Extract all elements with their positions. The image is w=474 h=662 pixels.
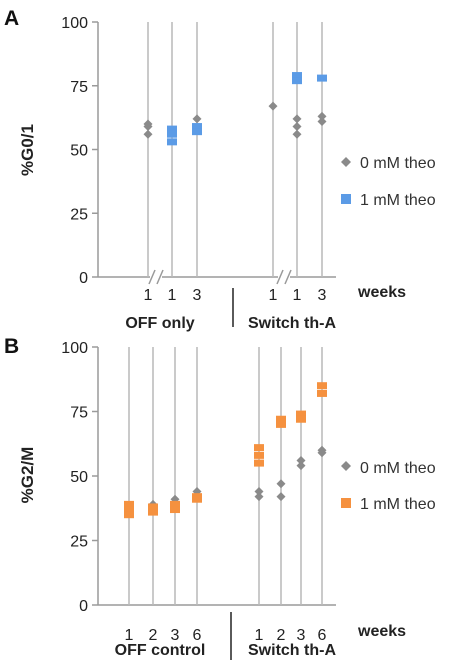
panel-a-axis-break xyxy=(156,269,164,285)
panel-b-point-1mm xyxy=(296,410,306,418)
panel-b-x-tick-label: 2 xyxy=(277,627,286,644)
panel-a-y-axis-label: %G0/1 xyxy=(18,124,37,176)
panel-b-weeks-label: weeks xyxy=(357,623,406,640)
panel-a-point-1mm xyxy=(317,74,327,82)
panel-a-group-label-off-only: OFF only xyxy=(125,315,194,332)
panel-b-point-0mm xyxy=(296,461,306,471)
panel-a-x-tick-label: 3 xyxy=(318,287,327,304)
panel-a-y-tick-label: 100 xyxy=(61,15,88,32)
panel-a-x-tick-label: 1 xyxy=(269,287,278,304)
panel-b-label: B xyxy=(4,335,19,358)
panel-a-point-1mm xyxy=(167,138,177,146)
panel-b-point-1mm xyxy=(148,503,158,511)
panel-b-x-tick-label: 6 xyxy=(318,627,327,644)
panel-b-x-tick-label: 1 xyxy=(255,627,264,644)
panel-a-y-tick-label: 25 xyxy=(70,206,88,223)
panel-a-point-1mm xyxy=(292,72,302,80)
panel-a-point-1mm xyxy=(192,123,202,131)
panel-b-x-tick-label: 3 xyxy=(171,627,180,644)
panel-b-point-0mm xyxy=(254,492,264,502)
panel-b-x-tick-label: 2 xyxy=(149,627,158,644)
panel-b-point-1mm xyxy=(276,415,286,423)
panel-a-point-0mm xyxy=(292,114,302,124)
panel-b-point-1mm xyxy=(254,459,264,467)
panel-a-axis-break xyxy=(148,269,156,285)
panel-b-legend-label-1mm: 1 mM theo xyxy=(360,496,436,513)
panel-a-label: A xyxy=(4,7,19,30)
panel-b-point-1mm xyxy=(170,506,180,514)
panel-a-x-tick-label: 3 xyxy=(193,287,202,304)
panel-b-point-0mm xyxy=(296,456,306,466)
panel-a-x-tick-label: 1 xyxy=(293,287,302,304)
panel-a-point-0mm xyxy=(192,114,202,124)
panel-a-legend-label-0mm: 0 mM theo xyxy=(360,155,436,172)
panel-a-point-0mm xyxy=(292,122,302,132)
panel-b-point-1mm xyxy=(317,389,327,397)
panel-a-point-1mm xyxy=(167,125,177,133)
panel-a-point-0mm xyxy=(268,101,278,111)
panel-a-legend: 0 mM theo 1 mM theo xyxy=(341,155,436,209)
panel-b-group-label-switch: Switch th-A xyxy=(248,642,336,659)
panel-b-legend-marker-1mm xyxy=(341,498,351,508)
panel-b-y-tick-label: 25 xyxy=(70,534,88,551)
panel-b-x-tick-label: 6 xyxy=(193,627,202,644)
panel-a-group-label-switch: Switch th-A xyxy=(248,315,336,332)
panel-b-point-1mm xyxy=(124,500,134,508)
panel-a-weeks-label: weeks xyxy=(357,284,406,301)
panel-a-legend-marker-0mm xyxy=(341,157,351,167)
panel-a-point-0mm xyxy=(143,129,153,139)
panel-a-point-1mm xyxy=(167,130,177,138)
panel-a-y-tick-label: 50 xyxy=(70,143,88,160)
panel-b-point-1mm xyxy=(254,444,264,452)
panel-a-point-1mm xyxy=(292,77,302,85)
panel-a-axis-break xyxy=(276,269,284,285)
panel-b-y-axis-label: %G2/M xyxy=(18,447,37,504)
panel-b-point-1mm xyxy=(317,382,327,390)
panel-a-point-0mm xyxy=(317,116,327,126)
panel-b-y-tick-label: 75 xyxy=(70,405,88,422)
panel-b-point-0mm xyxy=(317,448,327,458)
panel-b-legend: 0 mM theo 1 mM theo xyxy=(341,460,436,513)
panel-b-point-1mm xyxy=(254,451,264,459)
panel-b-point-0mm xyxy=(254,486,264,496)
panel-a-point-0mm xyxy=(317,111,327,121)
panel-a-legend-marker-1mm xyxy=(341,194,351,204)
panel-b-y-tick-label: 0 xyxy=(79,598,88,615)
panel-b-group-label-off-control: OFF control xyxy=(115,642,206,659)
panel-a-legend-label-1mm: 1 mM theo xyxy=(360,192,436,209)
panel-b-point-1mm xyxy=(148,508,158,516)
panel-b-point-1mm xyxy=(124,506,134,514)
panel-b-point-1mm xyxy=(170,500,180,508)
panel-b-point-1mm xyxy=(124,511,134,519)
panel-a-y-tick-label: 0 xyxy=(79,270,88,287)
panel-a-point-0mm xyxy=(292,129,302,139)
panel-a-x-tick-label: 1 xyxy=(144,287,153,304)
panel-b-x-tick-label: 1 xyxy=(125,627,134,644)
panel-b-point-0mm xyxy=(276,492,286,502)
panel-b-point-1mm xyxy=(276,420,286,428)
panel-b-legend-marker-0mm xyxy=(341,461,351,471)
panel-a-point-1mm xyxy=(192,128,202,136)
panel-b-point-1mm xyxy=(192,495,202,503)
panel-a-x-tick-label: 1 xyxy=(168,287,177,304)
panel-b-point-1mm xyxy=(296,415,306,423)
panel-b-point-0mm xyxy=(276,479,286,489)
panel-b-legend-label-0mm: 0 mM theo xyxy=(360,460,436,477)
panel-a-y-tick-label: 75 xyxy=(70,79,88,96)
panel-b-y-tick-label: 100 xyxy=(61,340,88,357)
panel-b-y-tick-label: 50 xyxy=(70,469,88,486)
panel-a-point-0mm xyxy=(143,122,153,132)
panel-b-x-tick-label: 3 xyxy=(297,627,306,644)
panel-a-axis-break xyxy=(284,269,292,285)
